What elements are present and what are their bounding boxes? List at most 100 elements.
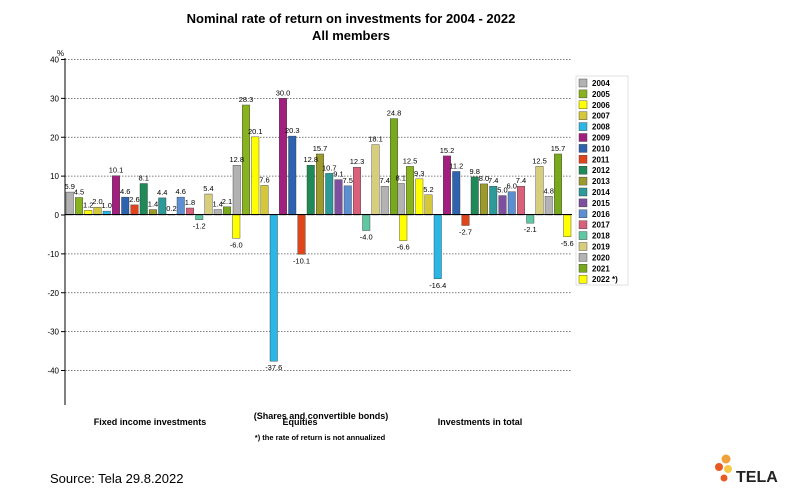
data-label: 1.4: [148, 200, 158, 209]
bar-2014-2: [489, 186, 498, 216]
legend-label: 2006: [592, 101, 610, 110]
logo-dot-red: [715, 463, 723, 471]
data-label: -16.4: [429, 281, 446, 290]
data-label: 8.1: [396, 174, 406, 183]
logo-dot-small: [720, 474, 728, 482]
legend-swatch: [578, 242, 588, 251]
y-axis-ticks: 40 30 20 10 0 -10 -20 -30 -40: [47, 56, 65, 376]
data-label: -10.1: [293, 256, 310, 265]
bar-2022-0: [232, 214, 241, 239]
source-note: Source: Tela 29.8.2022: [50, 471, 184, 486]
data-label: 20.1: [248, 127, 263, 136]
legend-label: 2022 *): [592, 275, 618, 284]
legend-label: 2020: [592, 253, 610, 262]
data-label: 4.5: [74, 188, 84, 197]
bar-2011-0: [130, 204, 139, 216]
bar-2010-0: [121, 196, 130, 216]
bar-2018-2: [526, 214, 535, 224]
data-label: -2.1: [524, 225, 537, 234]
bar-2020-1: [380, 186, 389, 216]
legend-label: 2017: [592, 221, 610, 230]
data-label: 4.6: [176, 187, 186, 196]
y-tick-label: -10: [47, 250, 59, 259]
legend-swatch: [578, 111, 588, 120]
legend-swatch: [578, 100, 588, 110]
bar-2011-1: [297, 214, 306, 255]
y-tick-label: -40: [47, 367, 59, 376]
legend-label: 2021: [592, 264, 610, 273]
bar-2005-0: [75, 197, 83, 216]
data-label: -5.6: [561, 239, 574, 248]
bar-2006-1: [251, 136, 260, 216]
bar-2009-1: [279, 98, 287, 216]
y-tick-label: 0: [55, 211, 60, 220]
data-label: 15.7: [313, 144, 328, 153]
legend-swatch: [578, 144, 588, 153]
data-label: 30.0: [276, 88, 291, 97]
bar-2019-1: [371, 144, 380, 216]
legend-label: 2009: [592, 134, 610, 143]
legend-swatch: [578, 176, 588, 186]
category-labels: Fixed income investments Equities Investme…: [94, 417, 523, 427]
data-label: -6.0: [230, 240, 243, 249]
chart-title: Nominal rate of return on investments fo…: [187, 11, 516, 26]
bar-2016-1: [343, 185, 352, 216]
data-labels: 5.9 12.8 8.1 4.5 28.3 12.5 1.2 20.1 9.3 2.0 7.6 5.2…: [65, 88, 574, 372]
data-label: 7.5: [343, 176, 353, 185]
legend-swatch: [578, 78, 588, 88]
bar-2014-1: [325, 173, 334, 216]
bar-2020-2: [544, 196, 553, 216]
bar-2010-1: [288, 135, 297, 216]
legend-swatch: [578, 275, 588, 284]
bar-2013-2: [480, 183, 488, 216]
data-label: 8.1: [139, 174, 149, 183]
legend-label: 2018: [592, 232, 610, 241]
data-label: -6.6: [397, 243, 410, 252]
data-label: 15.7: [551, 144, 566, 153]
legend-swatch: [578, 89, 588, 99]
bar-2012-2: [470, 176, 479, 216]
data-label: 18.1: [368, 135, 383, 144]
bar-2021-0: [223, 206, 231, 216]
bar-2015-2: [498, 195, 507, 216]
bar-2012-1: [306, 165, 315, 216]
data-label: 9.1: [333, 170, 343, 179]
legend-label: 2019: [592, 243, 610, 252]
legend-swatch: [578, 133, 588, 142]
data-label: 5.9: [65, 182, 75, 191]
data-label: 1.8: [185, 198, 195, 207]
data-label: 2.1: [222, 197, 232, 206]
data-label: 12.3: [350, 157, 365, 166]
y-tick-label: -20: [47, 289, 59, 298]
legend-swatch: [578, 220, 588, 229]
data-label: 0.2: [166, 204, 176, 213]
data-label: 12.8: [303, 155, 318, 164]
bar-2008-2: [433, 214, 442, 279]
bar-2007-1: [260, 185, 269, 216]
data-label: 7.4: [380, 176, 390, 185]
bar-2018-0: [195, 214, 204, 220]
legend-label: 2005: [592, 90, 610, 99]
bar-2006-2: [415, 178, 424, 216]
data-label: -2.7: [459, 227, 472, 236]
data-label: 1.2: [83, 200, 93, 209]
category-note: (Shares and convertible bonds): [254, 411, 389, 421]
grid-lines: [65, 59, 572, 371]
y-tick-label: 30: [50, 94, 59, 103]
y-tick-label: -30: [47, 328, 59, 337]
bar-2011-2: [461, 214, 470, 226]
bar-2004-2: [396, 183, 405, 216]
bar-2019-0: [204, 193, 213, 216]
data-label: 2.0: [92, 197, 102, 206]
tela-logo: TELA: [715, 454, 778, 486]
data-label: 12.8: [229, 155, 244, 164]
y-tick-label: 10: [50, 172, 59, 181]
data-label: 9.3: [414, 169, 424, 178]
data-label: 28.3: [239, 95, 254, 104]
legend-swatch: [578, 122, 588, 131]
legend-label: 2008: [592, 123, 610, 132]
data-label: 11.2: [449, 161, 463, 170]
y-tick-label: 40: [50, 56, 59, 65]
bar-2012-0: [139, 183, 148, 216]
data-label: 5.0: [497, 186, 507, 195]
